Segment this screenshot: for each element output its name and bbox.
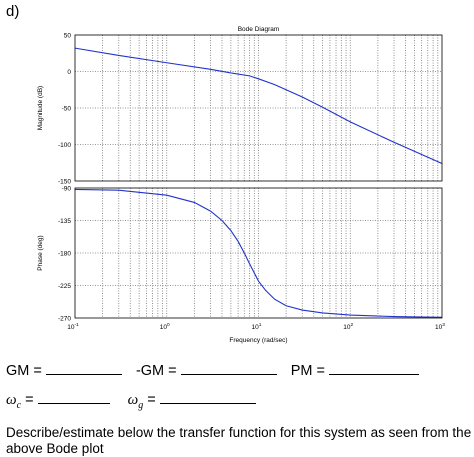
question-text: Describe/estimate below the transfer fun… <box>6 425 472 456</box>
bode-diagram: Bode Diagram 50 0 -50 -100 -150 Magnitude (dB)… <box>37 26 445 344</box>
x-tick-label: 101 <box>252 322 262 331</box>
x-axis-label: Frequency (rad/sec) <box>229 337 287 344</box>
wg-blank[interactable] <box>159 391 256 404</box>
magnitude-y-label: Magnitude (dB) <box>37 86 44 130</box>
gm-label: GM = <box>6 363 42 379</box>
neg-gm-blank[interactable] <box>180 362 277 375</box>
gm-answer-row: GM = -GM = PM = <box>6 362 420 379</box>
gm-blank[interactable] <box>45 362 122 375</box>
x-tick-label: 103 <box>435 322 445 331</box>
x-tick-label: 102 <box>343 322 353 331</box>
x-tick-label: 10-1 <box>67 322 79 331</box>
phase-y-tick-label: -180 <box>58 251 71 258</box>
phase-y-tick-label: -225 <box>58 283 71 290</box>
neg-gm-label: -GM = <box>135 363 177 379</box>
x-tick-label: 100 <box>160 322 170 331</box>
wg-symbol: ωg <box>127 392 144 411</box>
phase-series-line <box>74 188 443 318</box>
part-label: d) <box>6 3 20 20</box>
magnitude-y-tick-label: 50 <box>64 33 72 40</box>
magnitude-y-tick-label: -100 <box>58 142 71 149</box>
wg-equals: = <box>147 392 156 408</box>
phase-y-tick-label: -90 <box>62 186 72 193</box>
phase-y-label: Phase (deg) <box>37 235 44 270</box>
magnitude-series-line <box>74 47 443 164</box>
phase-y-tick-label: -270 <box>58 316 71 323</box>
pm-label: PM = <box>290 363 325 379</box>
phase-frame <box>74 187 443 319</box>
chart-title: Bode Diagram <box>238 26 280 33</box>
wc-symbol: ωc <box>6 392 22 411</box>
omega-answer-row: ωc = ωg = <box>6 391 256 411</box>
magnitude-y-tick-label: -50 <box>62 106 72 113</box>
phase-y-tick-label: -135 <box>58 218 71 225</box>
wc-equals: = <box>25 392 34 408</box>
wc-blank[interactable] <box>37 391 110 404</box>
magnitude-frame <box>74 34 443 182</box>
pm-blank[interactable] <box>329 362 420 375</box>
magnitude-y-tick-label: 0 <box>67 69 71 76</box>
magnitude-y-tick-label: -150 <box>58 179 71 186</box>
